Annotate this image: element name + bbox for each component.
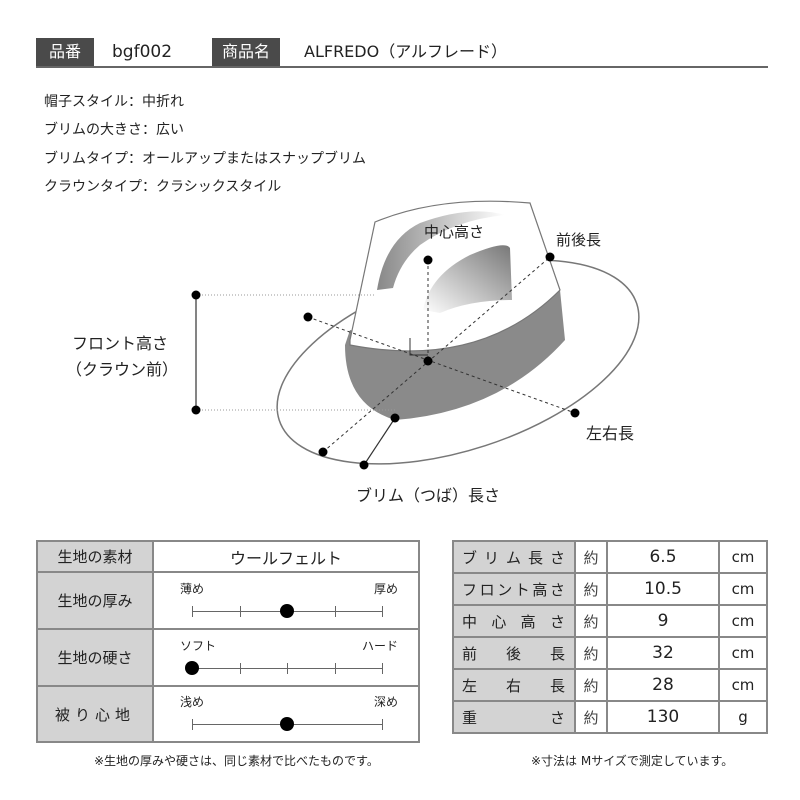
scale-tick xyxy=(382,605,383,617)
size-value: 32 xyxy=(606,636,720,670)
scale-tick xyxy=(382,719,383,730)
size-label: 中心高さ xyxy=(452,604,576,638)
size-unit: cm xyxy=(718,668,768,702)
scale-tick xyxy=(382,662,383,674)
size-label: 左右長 xyxy=(452,668,576,702)
scale-min-label: 薄め xyxy=(180,581,205,596)
size-value: 9 xyxy=(606,604,720,638)
spec-line: ブリムの大きさ：広い xyxy=(44,122,184,138)
code-label: 品番 xyxy=(36,38,94,66)
label-brim: ブリム（つば）長さ xyxy=(356,486,501,505)
approx-prefix: 約 xyxy=(574,572,608,606)
approx-prefix: 約 xyxy=(574,540,608,574)
hat-diagram xyxy=(191,200,640,470)
label-front-height-sub: （クラウン前） xyxy=(66,360,179,379)
size-unit: cm xyxy=(718,572,768,606)
spec-line: 帽子スタイル：中折れ xyxy=(44,94,184,110)
label-center-height: 中心高さ xyxy=(424,223,485,241)
size-row: 重さ約 130 g xyxy=(452,700,768,734)
header-divider xyxy=(36,66,768,68)
scale-marker xyxy=(280,603,294,618)
hardness-label: 生地の硬さ xyxy=(36,628,154,687)
size-value: 10.5 xyxy=(606,572,720,606)
approx-prefix: 約 xyxy=(574,604,608,638)
fit-label: 被り心地 xyxy=(36,685,154,743)
scale-track xyxy=(192,717,383,731)
scale-tick xyxy=(192,605,193,617)
material-label: 生地の素材 xyxy=(36,540,154,573)
scale-tick xyxy=(192,719,193,730)
approx-prefix: 約 xyxy=(574,700,608,734)
size-unit: cm xyxy=(718,604,768,638)
thickness-scale: 薄め 厚め xyxy=(154,574,418,628)
name-label: 商品名 xyxy=(212,38,280,66)
spec-line: ブリムタイプ：オールアップまたはスナップブリム xyxy=(44,151,366,167)
size-unit: cm xyxy=(718,540,768,574)
fabric-table: 生地の素材 ウールフェルト 生地の厚み 薄め 厚め 生地の硬さ ソフト ハード 被り心地… xyxy=(36,540,420,743)
size-row: 中心高さ約 9 cm xyxy=(452,604,768,638)
hardness-scale: ソフト ハード xyxy=(154,631,418,685)
size-label: ブリム長さ xyxy=(452,540,576,574)
size-table: ブリム長さ約 6.5 cm フロント高さ約 10.5 cm 中心高さ約 9 cm 前後長約 32 cm… xyxy=(452,540,768,734)
product-name: ALFREDO（アルフレード） xyxy=(304,42,508,61)
crown-dent-right xyxy=(423,245,512,313)
product-code: bgf002 xyxy=(112,42,173,62)
spec-line: クラウンタイプ：クラシックスタイル xyxy=(44,179,282,195)
scale-min-label: 浅め xyxy=(180,695,205,709)
label-front-back: 前後長 xyxy=(556,231,602,249)
thickness-label: 生地の厚み xyxy=(36,571,154,630)
scale-marker xyxy=(280,717,294,731)
approx-prefix: 約 xyxy=(574,636,608,670)
size-value: 6.5 xyxy=(606,540,720,574)
scale-track xyxy=(185,660,383,675)
label-front-height: フロント高さ xyxy=(72,334,169,353)
scale-marker xyxy=(185,660,199,675)
size-row: フロント高さ約 10.5 cm xyxy=(452,572,768,606)
scale-tick xyxy=(334,662,336,674)
size-label: 重さ xyxy=(452,700,576,734)
fabric-note: ※生地の厚みや硬さは、同じ素材で比べたものです。 xyxy=(94,754,379,768)
scale-tick xyxy=(287,662,288,674)
size-row: 左右長約 28 cm xyxy=(452,668,768,702)
size-note: ※寸法は Mサイズで測定しています。 xyxy=(531,754,734,768)
size-value: 28 xyxy=(606,668,720,702)
label-left-right: 左右長 xyxy=(586,424,635,443)
size-label: 前後長 xyxy=(452,636,576,670)
fit-depth-scale: 浅め 深め xyxy=(154,687,418,741)
scale-tick xyxy=(334,605,336,617)
size-label: フロント高さ xyxy=(452,572,576,606)
crown-dent-left xyxy=(377,211,505,290)
size-unit: cm xyxy=(718,636,768,670)
size-unit: g xyxy=(718,700,768,734)
scale-tick xyxy=(239,662,241,674)
size-value: 130 xyxy=(606,700,720,734)
scale-tick xyxy=(239,605,241,617)
scale-track xyxy=(192,603,383,618)
size-row: 前後長約 32 cm xyxy=(452,636,768,670)
scale-min-label: ソフト xyxy=(180,638,217,653)
scale-max-label: ハード xyxy=(361,638,398,653)
material-value: ウールフェルト xyxy=(152,540,420,573)
size-row: ブリム長さ約 6.5 cm xyxy=(452,540,768,574)
scale-max-label: 深め xyxy=(373,695,398,709)
approx-prefix: 約 xyxy=(574,668,608,702)
scale-max-label: 厚め xyxy=(373,581,398,596)
